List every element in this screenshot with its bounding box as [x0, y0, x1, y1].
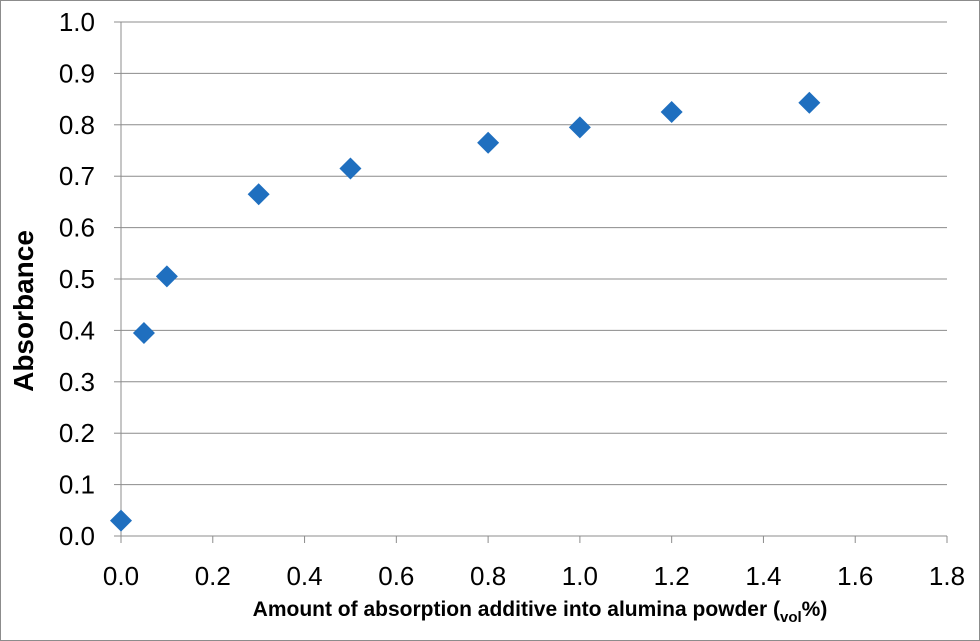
data-point-0-5	[477, 131, 500, 154]
data-point-0-7	[660, 100, 683, 123]
y-tick-label-6: 0.6	[59, 213, 95, 243]
data-point-0-0	[110, 509, 132, 532]
x-axis-title-suffix: %)	[802, 598, 828, 621]
x-tick-label-6: 1.2	[654, 561, 690, 591]
y-tick-label-3: 0.3	[59, 367, 95, 397]
x-tick-label-8: 1.6	[837, 561, 873, 591]
data-point-0-2	[155, 265, 178, 288]
y-tick-label-9: 0.9	[59, 58, 95, 88]
data-point-0-8	[798, 91, 821, 114]
data-points	[110, 91, 821, 532]
y-tick-label-0: 0.0	[59, 521, 95, 551]
y-tick-label-10: 1.0	[59, 7, 95, 37]
y-tick-label-7: 0.7	[59, 161, 95, 191]
data-point-0-1	[132, 321, 155, 344]
y-tick-label-2: 0.2	[59, 418, 95, 448]
x-tick-label-4: 0.8	[470, 561, 506, 591]
y-tick-label-8: 0.8	[59, 110, 95, 140]
x-tick-label-3: 0.6	[378, 561, 414, 591]
y-tick-label-4: 0.4	[59, 315, 95, 345]
x-axis-title-subscript: vol	[780, 609, 802, 626]
x-tick-labels: 0.0 0.2 0.4 0.6 0.8 1.0 1.2 1.4 1.6 1.8	[103, 536, 965, 591]
y-tick-label-1: 0.1	[59, 470, 95, 500]
y-axis-title: Absorbance	[8, 230, 39, 392]
x-tick-label-2: 0.4	[286, 561, 322, 591]
x-tick-label-5: 1.0	[562, 561, 598, 591]
x-tick-label-1: 0.2	[195, 561, 231, 591]
x-tick-label-0: 0.0	[103, 561, 139, 591]
x-axis-title: Amount of absorption additive into alumi…	[253, 598, 828, 626]
data-point-0-6	[568, 116, 591, 139]
x-tick-label-9: 1.8	[929, 561, 965, 591]
y-tick-label-5: 0.5	[59, 264, 95, 294]
gridlines	[121, 21, 947, 486]
data-point-0-3	[247, 183, 270, 206]
x-axis-title-main: Amount of absorption additive into alumi…	[253, 598, 780, 621]
x-tick-label-7: 1.4	[745, 561, 781, 591]
data-point-0-4	[339, 157, 362, 180]
y-tick-labels: 0.0 0.1 0.2 0.3 0.4 0.5 0.6 0.7 0.8 0.9 1.0	[59, 7, 121, 551]
